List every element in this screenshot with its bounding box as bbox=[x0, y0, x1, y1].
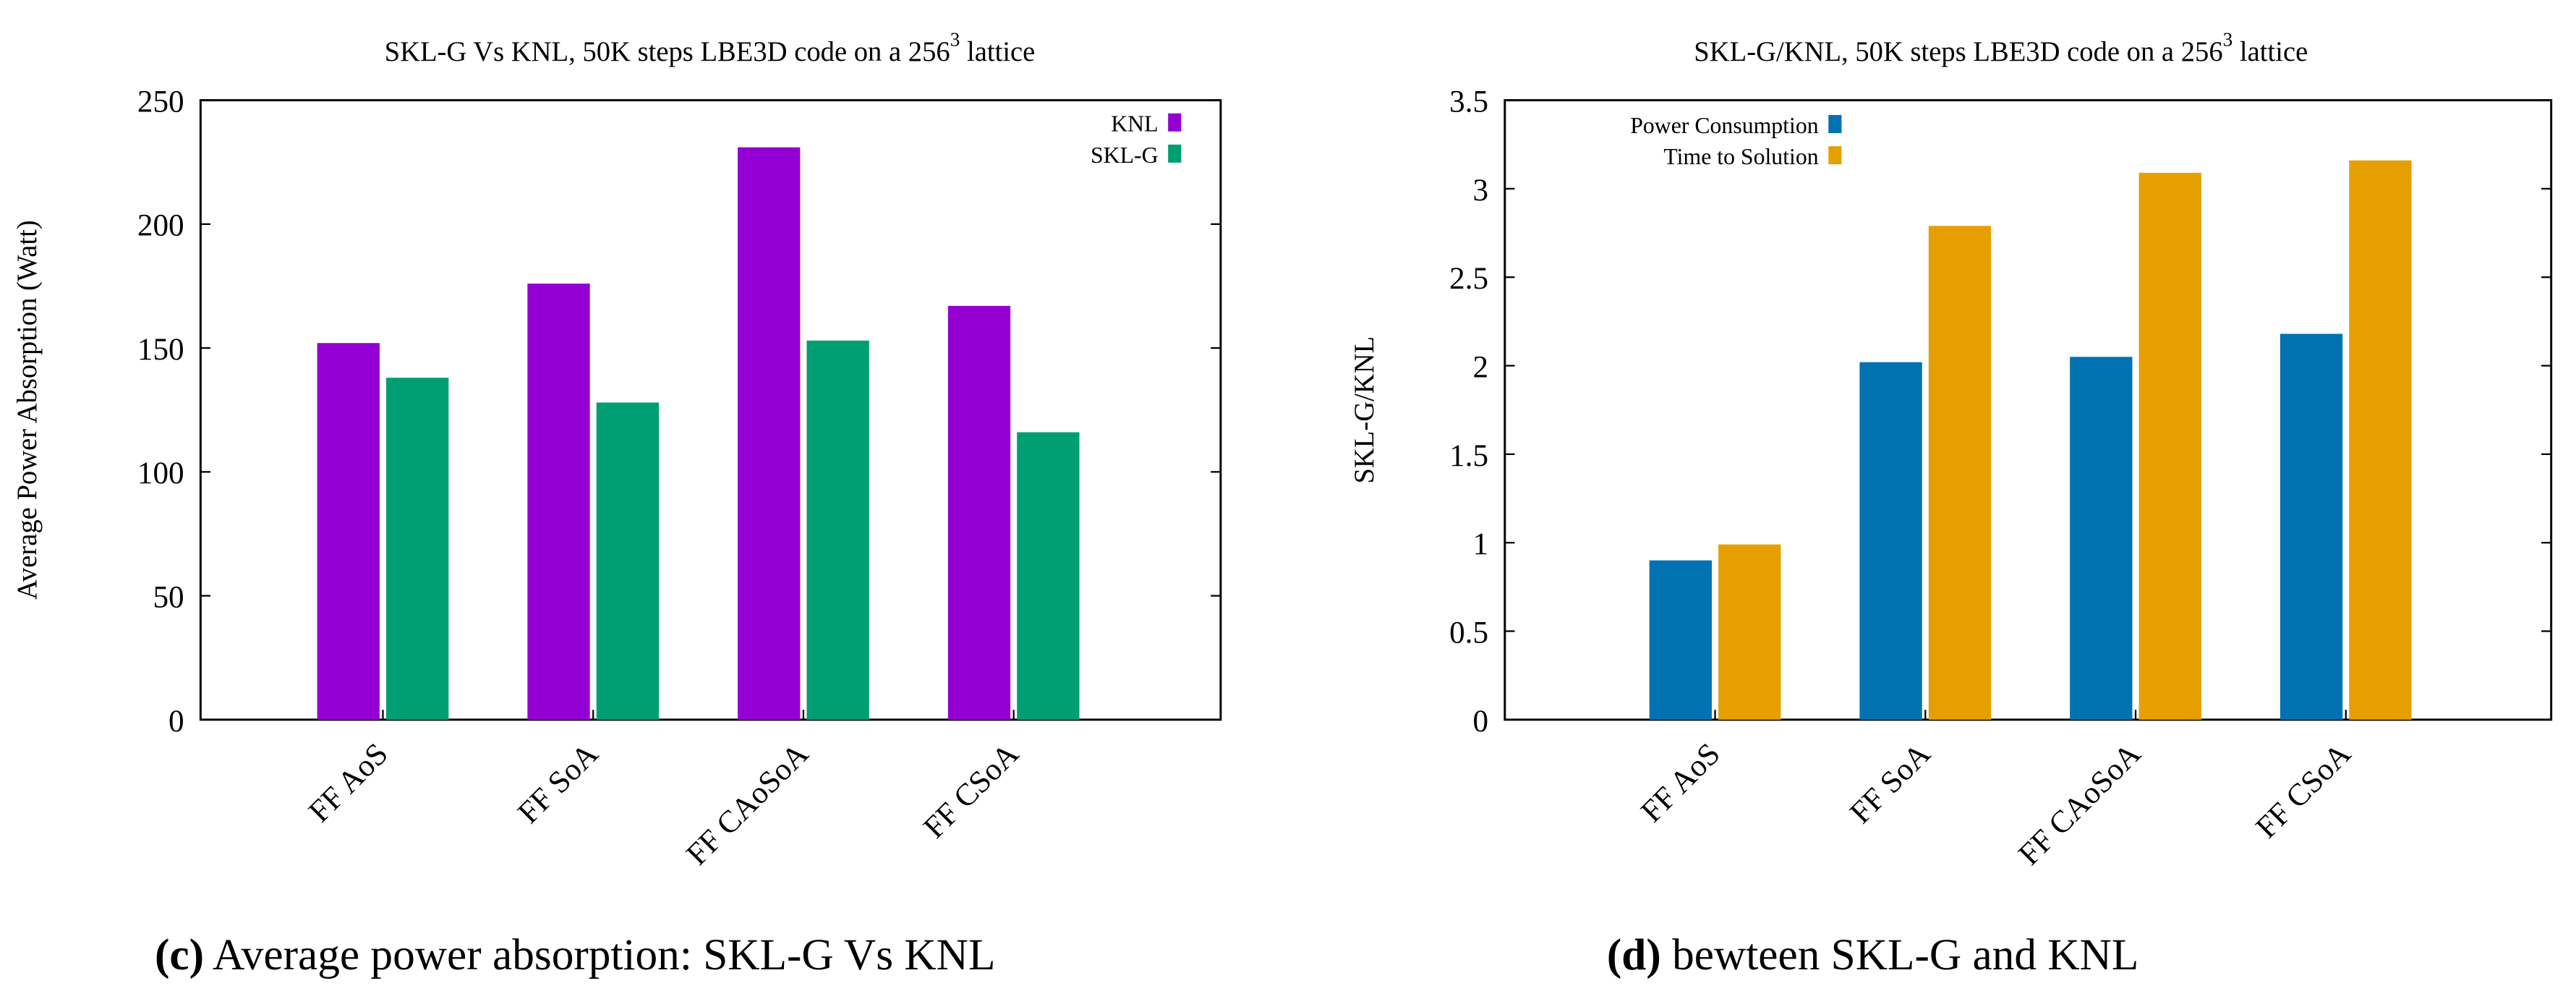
x-tick-label: FF AoS bbox=[302, 737, 394, 829]
plot-frame bbox=[1504, 99, 2553, 721]
y-axis-label: Average Power Absorption (Watt) bbox=[12, 220, 43, 600]
y-tick-label: 100 bbox=[137, 456, 184, 490]
legend-swatch bbox=[1828, 146, 1842, 165]
bar-skl-g bbox=[596, 402, 660, 720]
x-tick-label: FF AoS bbox=[1634, 737, 1726, 829]
chart-ratio: SKL-G/KNL, 50K steps LBE3D code on a 256… bbox=[1349, 29, 2553, 979]
bar-power-consumption bbox=[1859, 362, 1922, 720]
x-tick-label: FF CAoSoA bbox=[680, 737, 815, 872]
legend-label: Time to Solution bbox=[1663, 144, 1818, 169]
legend-swatch bbox=[1168, 113, 1182, 132]
chart-title-superscript: 3 bbox=[2223, 29, 2233, 51]
plot-frame bbox=[199, 99, 1222, 721]
figure-caption: (d) bewteen SKL-G and KNL bbox=[1607, 930, 2139, 979]
y-tick-label: 200 bbox=[137, 209, 184, 243]
bar-skl-g bbox=[806, 340, 869, 720]
legend-label: KNL bbox=[1111, 111, 1158, 137]
bar-time-to-solution bbox=[1718, 544, 1781, 720]
bar-skl-g bbox=[1017, 432, 1080, 720]
x-tick-label: FF SoA bbox=[1843, 737, 1937, 830]
x-tick-label: FF CAoSoA bbox=[2013, 737, 2148, 872]
caption-label: (d) bbox=[1607, 930, 1661, 979]
y-tick-label: 50 bbox=[153, 581, 184, 615]
bar-time-to-solution bbox=[1928, 226, 1992, 720]
caption-text: bewteen SKL-G and KNL bbox=[1661, 930, 2139, 979]
bar-skl-g bbox=[386, 378, 449, 720]
chart-title-tail: lattice bbox=[960, 37, 1035, 67]
chart-title: SKL-G Vs KNL, 50K steps LBE3D code on a … bbox=[385, 29, 1036, 67]
y-tick-label: 3 bbox=[1473, 174, 1489, 208]
bar-power-consumption bbox=[2279, 333, 2343, 720]
y-tick-label: 3.5 bbox=[1449, 85, 1488, 119]
y-tick-label: 2 bbox=[1473, 350, 1489, 384]
chart-title: SKL-G/KNL, 50K steps LBE3D code on a 256… bbox=[1694, 29, 2308, 67]
bar-knl bbox=[947, 305, 1011, 720]
figure-caption: (c) Average power absorption: SKL-G Vs K… bbox=[155, 930, 995, 979]
bar-time-to-solution bbox=[2138, 172, 2201, 720]
y-tick-label: 0 bbox=[169, 705, 184, 739]
x-tick-label: FF CSoA bbox=[917, 737, 1025, 845]
chart-title-main: SKL-G Vs KNL, 50K steps LBE3D code on a … bbox=[385, 37, 950, 67]
legend-label: SKL-G bbox=[1091, 143, 1159, 168]
chart-title-tail: lattice bbox=[2232, 37, 2308, 67]
chart-title-main: SKL-G/KNL, 50K steps LBE3D code on a 256 bbox=[1694, 37, 2222, 67]
bar-knl bbox=[527, 284, 590, 720]
y-tick-label: 250 bbox=[137, 85, 184, 119]
bar-power-consumption bbox=[2070, 357, 2133, 720]
y-tick-label: 0.5 bbox=[1449, 616, 1488, 650]
bar-knl bbox=[738, 147, 801, 720]
x-tick-label: FF CSoA bbox=[2250, 737, 2358, 845]
y-axis-label: SKL-G/KNL bbox=[1349, 336, 1380, 484]
legend-label: Power Consumption bbox=[1630, 113, 1819, 138]
legend-swatch bbox=[1828, 114, 1842, 133]
y-tick-label: 150 bbox=[137, 333, 184, 367]
x-tick-label: FF SoA bbox=[511, 737, 605, 830]
caption-label: (c) bbox=[155, 930, 204, 979]
y-tick-label: 1.5 bbox=[1449, 439, 1488, 473]
chart-title-superscript: 3 bbox=[950, 29, 960, 51]
bar-power-consumption bbox=[1649, 560, 1713, 720]
caption-text: Average power absorption: SKL-G Vs KNL bbox=[204, 930, 995, 979]
bar-knl bbox=[317, 343, 380, 720]
chart-power-absorption: SKL-G Vs KNL, 50K steps LBE3D code on a … bbox=[12, 29, 1222, 979]
legend-swatch bbox=[1168, 144, 1182, 163]
bar-time-to-solution bbox=[2349, 160, 2412, 720]
y-tick-label: 1 bbox=[1473, 527, 1489, 561]
y-tick-label: 0 bbox=[1473, 705, 1489, 739]
y-tick-label: 2.5 bbox=[1449, 262, 1488, 296]
